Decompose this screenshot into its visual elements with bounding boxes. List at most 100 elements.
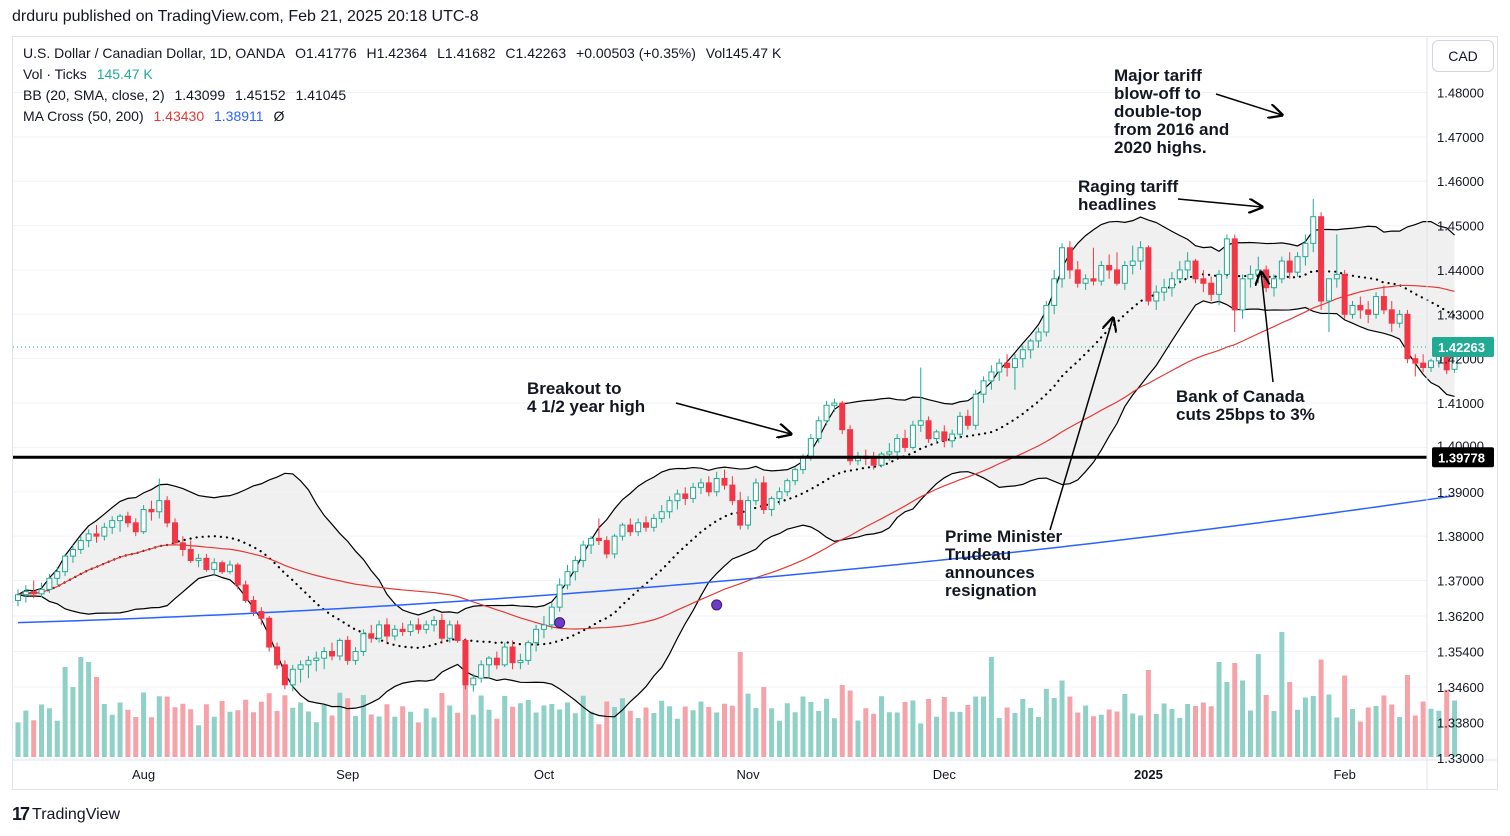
candle-body bbox=[1051, 278, 1058, 306]
time-tick-label: Feb bbox=[1333, 767, 1355, 782]
volume-bar bbox=[148, 717, 154, 757]
legend-ma-cross[interactable]: MA Cross (50, 200) 1.43430 1.38911 Ø bbox=[23, 108, 290, 124]
volume-bar bbox=[792, 712, 798, 757]
candle-body bbox=[1066, 247, 1073, 271]
volume-bar bbox=[172, 707, 178, 757]
volume-bar bbox=[1271, 711, 1277, 757]
candle-body bbox=[313, 657, 320, 661]
volume-bar bbox=[1404, 675, 1410, 757]
legend-vol-ticks-label: Vol · Ticks bbox=[23, 66, 87, 82]
support-price-badge bbox=[1432, 447, 1494, 468]
candle-body bbox=[1043, 304, 1050, 333]
candle-body bbox=[219, 562, 226, 573]
volume-bar bbox=[117, 702, 123, 757]
candle-body bbox=[807, 438, 814, 457]
time-tick-label: Dec bbox=[933, 767, 957, 782]
candle-body bbox=[509, 646, 516, 664]
candle-body bbox=[46, 577, 53, 590]
volume-bar bbox=[572, 713, 578, 757]
candle-body bbox=[957, 415, 963, 435]
candle-body bbox=[996, 362, 1003, 373]
volume-bar bbox=[847, 690, 853, 757]
candle-body bbox=[69, 548, 76, 557]
legend-symbol[interactable]: U.S. Dollar / Canadian Dollar, 1D, OANDA bbox=[23, 45, 286, 61]
volume-bar bbox=[761, 687, 767, 757]
candle-body bbox=[949, 433, 956, 442]
annotation-trudeau-text: announces bbox=[945, 563, 1035, 582]
volume-bar bbox=[54, 720, 60, 757]
candle-body bbox=[1357, 304, 1364, 311]
legend-bb[interactable]: BB (20, SMA, close, 2) 1.43099 1.45152 1… bbox=[23, 87, 352, 103]
candle-body bbox=[172, 522, 178, 544]
volume-bar bbox=[462, 676, 468, 757]
volume-bar bbox=[1177, 718, 1183, 757]
candle-body bbox=[1239, 278, 1246, 311]
tradingview-logo[interactable]: 17 TradingView bbox=[12, 804, 120, 825]
currency-button[interactable]: CAD bbox=[1432, 40, 1494, 72]
publisher-line: drduru published on TradingView.com, Feb… bbox=[12, 8, 479, 25]
annotation-boc-text: Bank of Canada bbox=[1176, 387, 1305, 406]
candle-body bbox=[886, 451, 893, 455]
volume-bar bbox=[682, 706, 688, 757]
volume-bar bbox=[86, 662, 92, 757]
candle-body bbox=[478, 664, 485, 679]
candle-body bbox=[1137, 247, 1144, 262]
volume-bar bbox=[384, 704, 390, 757]
volume-bar bbox=[423, 708, 429, 757]
price-tick-label: 1.45000 bbox=[1437, 219, 1484, 234]
bb-lower-line bbox=[17, 300, 1455, 718]
volume-bar bbox=[557, 709, 563, 757]
candle-body bbox=[62, 555, 69, 573]
volume-bar bbox=[800, 696, 806, 757]
volume-bar bbox=[863, 708, 869, 757]
candle-body bbox=[925, 420, 932, 440]
candle-body bbox=[619, 524, 626, 537]
legend-main: U.S. Dollar / Canadian Dollar, 1D, OANDA… bbox=[23, 45, 787, 61]
candle-body bbox=[1019, 349, 1026, 360]
volume-bar bbox=[855, 720, 861, 757]
legend-ma-short: 1.43430 bbox=[153, 108, 205, 124]
volume-bar bbox=[1051, 698, 1057, 757]
candle-body bbox=[690, 486, 697, 499]
candle-body bbox=[1404, 313, 1411, 360]
candle-body bbox=[1341, 273, 1348, 315]
candle-body bbox=[454, 624, 461, 641]
candle-body bbox=[187, 548, 194, 562]
candle-body bbox=[203, 557, 210, 570]
legend-vol-ticks[interactable]: Vol · Ticks 145.47 K bbox=[23, 66, 159, 82]
candle-body bbox=[525, 642, 532, 661]
candle-body bbox=[1373, 296, 1380, 315]
volume-bar bbox=[203, 704, 209, 757]
candle-body bbox=[226, 564, 233, 573]
volume-bar bbox=[541, 705, 547, 757]
candle-body bbox=[274, 646, 281, 666]
volume-bar bbox=[235, 710, 241, 757]
volume-bar bbox=[109, 714, 115, 757]
candle-body bbox=[1286, 260, 1293, 273]
annotation-blowoff-text: double-top bbox=[1114, 102, 1202, 121]
candle-body bbox=[1231, 238, 1238, 311]
volume-bar bbox=[313, 722, 319, 757]
volume-bar bbox=[219, 701, 225, 757]
annotation-trudeau-text: Prime Minister bbox=[945, 527, 1063, 546]
candle-body bbox=[1059, 247, 1066, 280]
time-tick-label: Aug bbox=[132, 767, 155, 782]
volume-bar bbox=[1193, 706, 1198, 757]
bb-basis-line bbox=[16, 269, 1456, 649]
candle-body bbox=[705, 482, 712, 493]
candle-body bbox=[368, 633, 375, 639]
price-tick-label: 1.41000 bbox=[1437, 396, 1484, 411]
candle-body bbox=[211, 562, 218, 570]
candle-body bbox=[1278, 260, 1285, 280]
blowoff-arrow bbox=[1215, 93, 1282, 115]
volume-bar bbox=[360, 695, 366, 757]
candle-body bbox=[266, 617, 273, 648]
volume-bar bbox=[565, 702, 570, 757]
volume-bar bbox=[298, 702, 304, 757]
ma200-line bbox=[17, 495, 1455, 624]
volume-bar bbox=[1012, 713, 1018, 757]
candle-body bbox=[823, 404, 830, 422]
volume-bar bbox=[494, 718, 500, 757]
annotation-blowoff-text: blow-off to bbox=[1114, 84, 1201, 103]
